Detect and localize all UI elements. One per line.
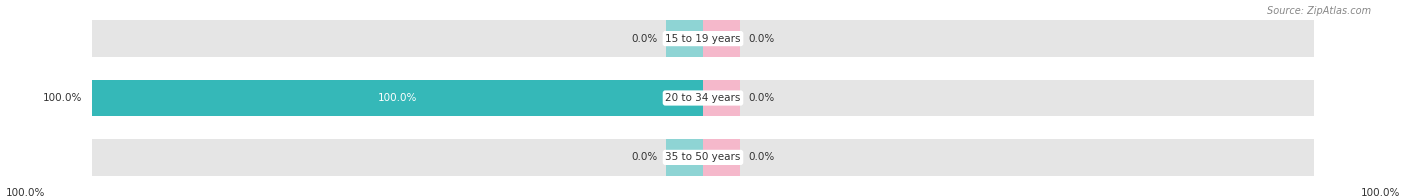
- Text: 100.0%: 100.0%: [6, 188, 45, 196]
- Text: Source: ZipAtlas.com: Source: ZipAtlas.com: [1267, 6, 1371, 16]
- Text: 100.0%: 100.0%: [1361, 188, 1400, 196]
- Text: FERTILITY BY AGE BY MARRIAGE STATUS IN HOWARD: FERTILITY BY AGE BY MARRIAGE STATUS IN H…: [6, 0, 298, 1]
- Bar: [703, 80, 1315, 116]
- Bar: [703, 139, 1315, 176]
- Text: 100.0%: 100.0%: [44, 93, 83, 103]
- Text: 15 to 19 years: 15 to 19 years: [665, 34, 741, 44]
- Text: 35 to 50 years: 35 to 50 years: [665, 152, 741, 162]
- Bar: [703, 80, 740, 116]
- Bar: [91, 80, 703, 116]
- Bar: [666, 20, 703, 57]
- Text: 100.0%: 100.0%: [378, 93, 418, 103]
- Text: 0.0%: 0.0%: [749, 152, 775, 162]
- Bar: [91, 139, 703, 176]
- Text: 0.0%: 0.0%: [749, 93, 775, 103]
- Text: 0.0%: 0.0%: [631, 152, 657, 162]
- Text: 0.0%: 0.0%: [631, 34, 657, 44]
- Text: 20 to 34 years: 20 to 34 years: [665, 93, 741, 103]
- Bar: [91, 20, 703, 57]
- Bar: [666, 139, 703, 176]
- Bar: [91, 80, 703, 116]
- Text: 0.0%: 0.0%: [749, 34, 775, 44]
- Bar: [703, 20, 1315, 57]
- Bar: [703, 139, 740, 176]
- Bar: [703, 20, 740, 57]
